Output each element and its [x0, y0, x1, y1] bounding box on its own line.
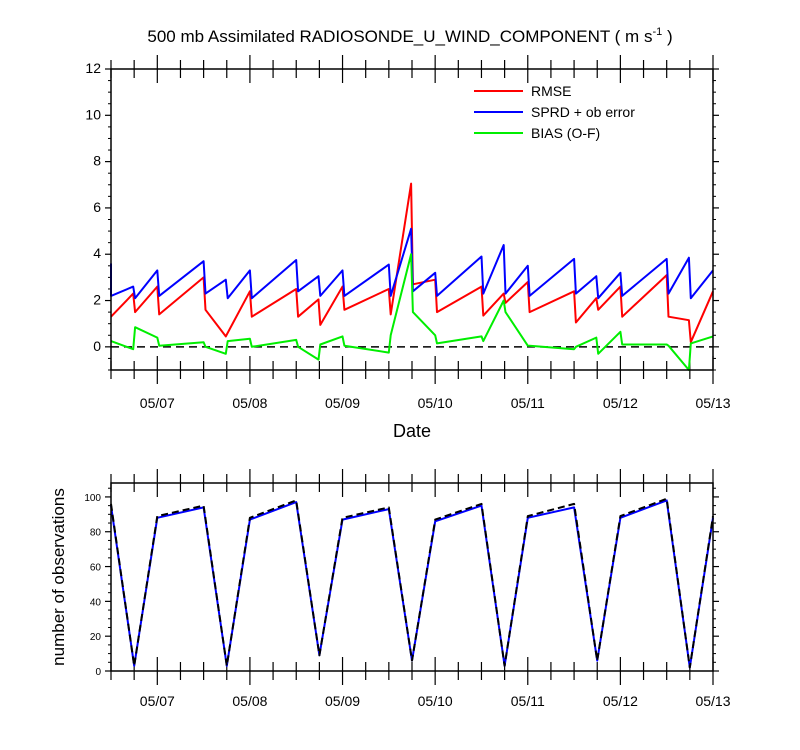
- legend-item: BIAS (O-F): [474, 125, 600, 141]
- legend: RMSE SPRD + ob error BIAS (O-F): [474, 83, 635, 141]
- x-tick-label: 05/09: [325, 693, 360, 709]
- x-tick-label: 05/10: [418, 395, 453, 411]
- bottom-chart: 0 20 40 60 80 100 05/07 05/08 05/09 05/10 05/11 05/…: [49, 469, 731, 709]
- title-superscript: -1: [652, 26, 662, 38]
- top-tick-labels: 0 2 4 6 8 10 12 05/07 05/08 05/09 05/10 05/11 05/12 0…: [85, 60, 730, 411]
- x-tick-label: 05/07: [140, 395, 175, 411]
- x-tick-label: 05/08: [232, 693, 267, 709]
- top-series-group: [110, 182, 714, 371]
- y-tick-label: 80: [90, 528, 102, 539]
- legend-label: RMSE: [531, 83, 571, 99]
- legend-label: SPRD + ob error: [531, 104, 635, 120]
- bottom-tick-labels: 0 20 40 60 80 100 05/07 05/08 05/09 05/10 05/11 05/…: [84, 493, 730, 709]
- series-line-sprd-ob-error: [110, 227, 714, 300]
- x-tick-label: 05/12: [603, 693, 638, 709]
- y-tick-label: 60: [90, 563, 102, 574]
- x-tick-label: 05/11: [511, 693, 545, 709]
- x-tick-label: 05/09: [325, 395, 360, 411]
- legend-item: RMSE: [474, 83, 571, 99]
- top-plot-frame: [110, 68, 714, 371]
- y-tick-label: 4: [93, 245, 101, 261]
- bottom-y-axis-label: number of observations: [49, 488, 68, 666]
- y-tick-label: 12: [85, 60, 101, 76]
- bottom-series-group: [110, 497, 714, 669]
- x-tick-label: 05/08: [232, 395, 267, 411]
- x-tick-label: 05/12: [603, 395, 638, 411]
- y-tick-label: 10: [85, 106, 101, 122]
- y-tick-label: 20: [90, 632, 102, 643]
- bottom-axis-ticks: [105, 469, 719, 685]
- y-tick-label: 6: [93, 199, 101, 215]
- legend-item: SPRD + ob error: [474, 104, 635, 120]
- title-close: ): [662, 27, 672, 46]
- series-line-observations-possible: [110, 497, 714, 669]
- bottom-plot-frame: [110, 482, 714, 672]
- top-x-axis-label: Date: [393, 421, 431, 441]
- y-tick-label: 8: [93, 153, 101, 169]
- y-tick-label: 0: [95, 667, 101, 678]
- series-line-bias-o-f: [110, 253, 714, 371]
- legend-label: BIAS (O-F): [531, 125, 600, 141]
- x-tick-label: 05/13: [695, 395, 730, 411]
- top-chart: 0 2 4 6 8 10 12 05/07 05/08 05/09 05/10 05/11 05/12 0…: [85, 55, 731, 441]
- title-main: 500 mb Assimilated RADIOSONDE_U_WIND_COM…: [147, 27, 652, 46]
- x-tick-label: 05/13: [695, 693, 730, 709]
- y-tick-label: 40: [90, 597, 102, 608]
- x-tick-label: 05/10: [418, 693, 453, 709]
- x-tick-label: 05/07: [140, 693, 175, 709]
- y-tick-label: 2: [93, 292, 101, 308]
- chart-title: 500 mb Assimilated RADIOSONDE_U_WIND_COM…: [147, 26, 672, 46]
- y-tick-label: 0: [93, 338, 101, 354]
- x-tick-label: 05/11: [511, 395, 545, 411]
- series-line-observations-assimilated: [110, 499, 714, 669]
- y-tick-label: 100: [84, 493, 101, 504]
